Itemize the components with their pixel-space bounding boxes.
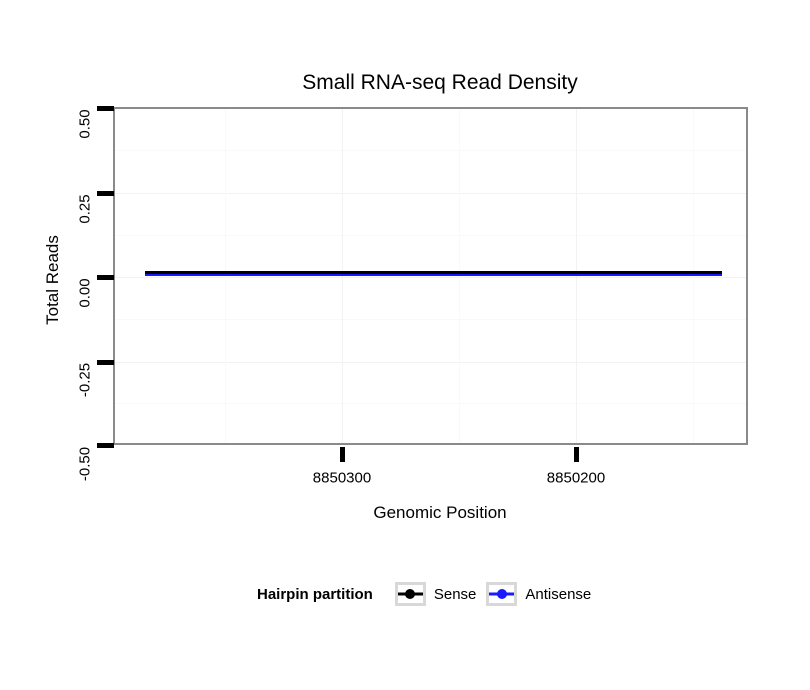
sense-point-icon bbox=[405, 589, 416, 599]
x-tick-label: 8850300 bbox=[312, 469, 372, 487]
y-tick bbox=[97, 106, 114, 111]
sense-line bbox=[145, 271, 722, 274]
gridline-horizontal-major bbox=[115, 277, 746, 278]
antisense-line bbox=[145, 273, 722, 276]
plot-title: Small RNA-seq Read Density bbox=[302, 71, 578, 94]
y-axis-title: Total Reads bbox=[43, 235, 62, 325]
y-tick-label: -0.50 bbox=[76, 446, 94, 482]
gridline-horizontal-minor bbox=[115, 319, 746, 320]
y-tick-label: 0.25 bbox=[76, 194, 94, 224]
gridline-vertical-minor bbox=[225, 109, 226, 443]
legend-key-sense bbox=[394, 582, 426, 606]
gridline-vertical-major bbox=[576, 109, 577, 443]
gridline-horizontal-minor bbox=[115, 150, 746, 151]
legend-label-antisense: Antisense bbox=[525, 585, 592, 603]
gridline-vertical-minor bbox=[459, 109, 460, 443]
legend-title: Hairpin partition bbox=[257, 585, 373, 603]
gridline-vertical-major bbox=[342, 109, 343, 443]
x-tick-label: 8850200 bbox=[546, 469, 606, 487]
gridline-horizontal-minor bbox=[115, 235, 746, 236]
gridline-horizontal-major bbox=[115, 193, 746, 194]
gridline-horizontal-major bbox=[115, 362, 746, 363]
y-tick bbox=[97, 275, 114, 280]
y-tick bbox=[97, 360, 114, 365]
y-tick-label: 0.50 bbox=[76, 109, 94, 139]
gridline-vertical-minor bbox=[693, 109, 694, 443]
legend-key-antisense bbox=[486, 582, 518, 606]
x-tick bbox=[340, 447, 345, 462]
x-tick bbox=[574, 447, 579, 462]
legend-label-sense: Sense bbox=[433, 585, 477, 603]
x-axis-title: Genomic Position bbox=[373, 503, 507, 522]
y-tick bbox=[97, 443, 114, 448]
y-tick-label: 0.00 bbox=[76, 278, 94, 308]
legend: Hairpin partition Sense Antisense bbox=[257, 582, 591, 606]
plot-panel bbox=[113, 107, 748, 445]
y-tick-label: -0.25 bbox=[76, 362, 94, 398]
gridline-horizontal-minor bbox=[115, 403, 746, 404]
antisense-point-icon bbox=[496, 589, 507, 599]
y-tick bbox=[97, 191, 114, 196]
